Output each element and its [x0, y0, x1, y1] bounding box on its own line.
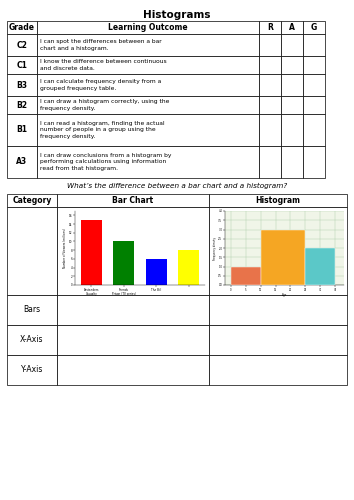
- Text: A: A: [289, 23, 295, 32]
- Bar: [281, 96, 303, 114]
- Bar: [7, 295, 57, 325]
- Bar: [303, 114, 325, 146]
- Bar: [7, 355, 57, 385]
- Bar: [259, 96, 281, 114]
- Y-axis label: Number of Viewers (millions): Number of Viewers (millions): [63, 228, 67, 268]
- Text: B2: B2: [17, 100, 28, 110]
- Bar: [37, 146, 259, 178]
- Bar: [7, 21, 37, 34]
- Bar: [7, 114, 37, 146]
- Bar: [7, 207, 57, 295]
- Bar: [7, 194, 57, 207]
- Bar: [37, 74, 259, 96]
- Bar: [113, 242, 134, 285]
- Bar: [57, 355, 209, 385]
- Bar: [7, 56, 37, 74]
- Text: I know the difference between continuous
and discrete data.: I know the difference between continuous…: [40, 60, 167, 70]
- Bar: [57, 295, 209, 325]
- Bar: [57, 207, 209, 295]
- Bar: [303, 56, 325, 74]
- Bar: [303, 96, 325, 114]
- Bar: [259, 74, 281, 96]
- Bar: [231, 266, 261, 285]
- Bar: [7, 146, 37, 178]
- Bar: [259, 21, 281, 34]
- Bar: [259, 146, 281, 178]
- Text: X-Axis: X-Axis: [20, 336, 44, 344]
- Bar: [37, 56, 259, 74]
- Bar: [259, 56, 281, 74]
- Text: B1: B1: [17, 126, 28, 134]
- Text: I can calculate frequency density from a
grouped frequency table.: I can calculate frequency density from a…: [40, 80, 161, 90]
- Bar: [37, 21, 259, 34]
- Bar: [281, 56, 303, 74]
- Text: G: G: [311, 23, 317, 32]
- Bar: [261, 230, 305, 285]
- Text: A3: A3: [16, 158, 28, 166]
- Bar: [303, 74, 325, 96]
- Text: Histograms: Histograms: [143, 10, 211, 20]
- Bar: [303, 34, 325, 56]
- Text: Y-Axis: Y-Axis: [21, 366, 43, 374]
- Bar: [209, 355, 347, 385]
- Text: Grade: Grade: [9, 23, 35, 32]
- Bar: [81, 220, 102, 285]
- Bar: [259, 114, 281, 146]
- Text: Learning Outcome: Learning Outcome: [108, 23, 188, 32]
- Bar: [178, 250, 199, 285]
- Bar: [303, 146, 325, 178]
- Bar: [303, 21, 325, 34]
- Text: I can draw conclusions from a histogram by
performing calculations using informa: I can draw conclusions from a histogram …: [40, 154, 171, 170]
- Bar: [37, 114, 259, 146]
- Bar: [305, 248, 335, 285]
- Bar: [281, 114, 303, 146]
- Bar: [7, 74, 37, 96]
- X-axis label: Age: Age: [282, 293, 287, 297]
- Bar: [7, 96, 37, 114]
- Bar: [281, 74, 303, 96]
- Y-axis label: Frequency density: Frequency density: [213, 236, 217, 260]
- Bar: [209, 207, 347, 295]
- Text: Bar Chart: Bar Chart: [113, 196, 154, 205]
- Bar: [281, 34, 303, 56]
- Bar: [37, 96, 259, 114]
- Text: What’s the difference between a bar chart and a histogram?: What’s the difference between a bar char…: [67, 183, 287, 189]
- Text: I can draw a histogram correctly, using the
frequency density.: I can draw a histogram correctly, using …: [40, 100, 169, 110]
- Bar: [209, 194, 347, 207]
- Bar: [209, 295, 347, 325]
- Bar: [209, 325, 347, 355]
- Bar: [259, 34, 281, 56]
- Bar: [57, 194, 209, 207]
- Text: R: R: [267, 23, 273, 32]
- Text: I can read a histogram, finding the actual
number of people in a group using the: I can read a histogram, finding the actu…: [40, 122, 165, 138]
- Bar: [281, 146, 303, 178]
- Text: B3: B3: [17, 80, 28, 90]
- Text: I can spot the differences between a bar
chart and a histogram.: I can spot the differences between a bar…: [40, 40, 162, 50]
- Bar: [7, 34, 37, 56]
- Text: C2: C2: [17, 40, 28, 50]
- Text: Category: Category: [12, 196, 52, 205]
- Text: Bars: Bars: [23, 306, 41, 314]
- Bar: [146, 259, 167, 285]
- Text: C1: C1: [17, 60, 28, 70]
- Bar: [281, 21, 303, 34]
- Text: Histogram: Histogram: [256, 196, 301, 205]
- Bar: [7, 325, 57, 355]
- Bar: [57, 325, 209, 355]
- Bar: [37, 34, 259, 56]
